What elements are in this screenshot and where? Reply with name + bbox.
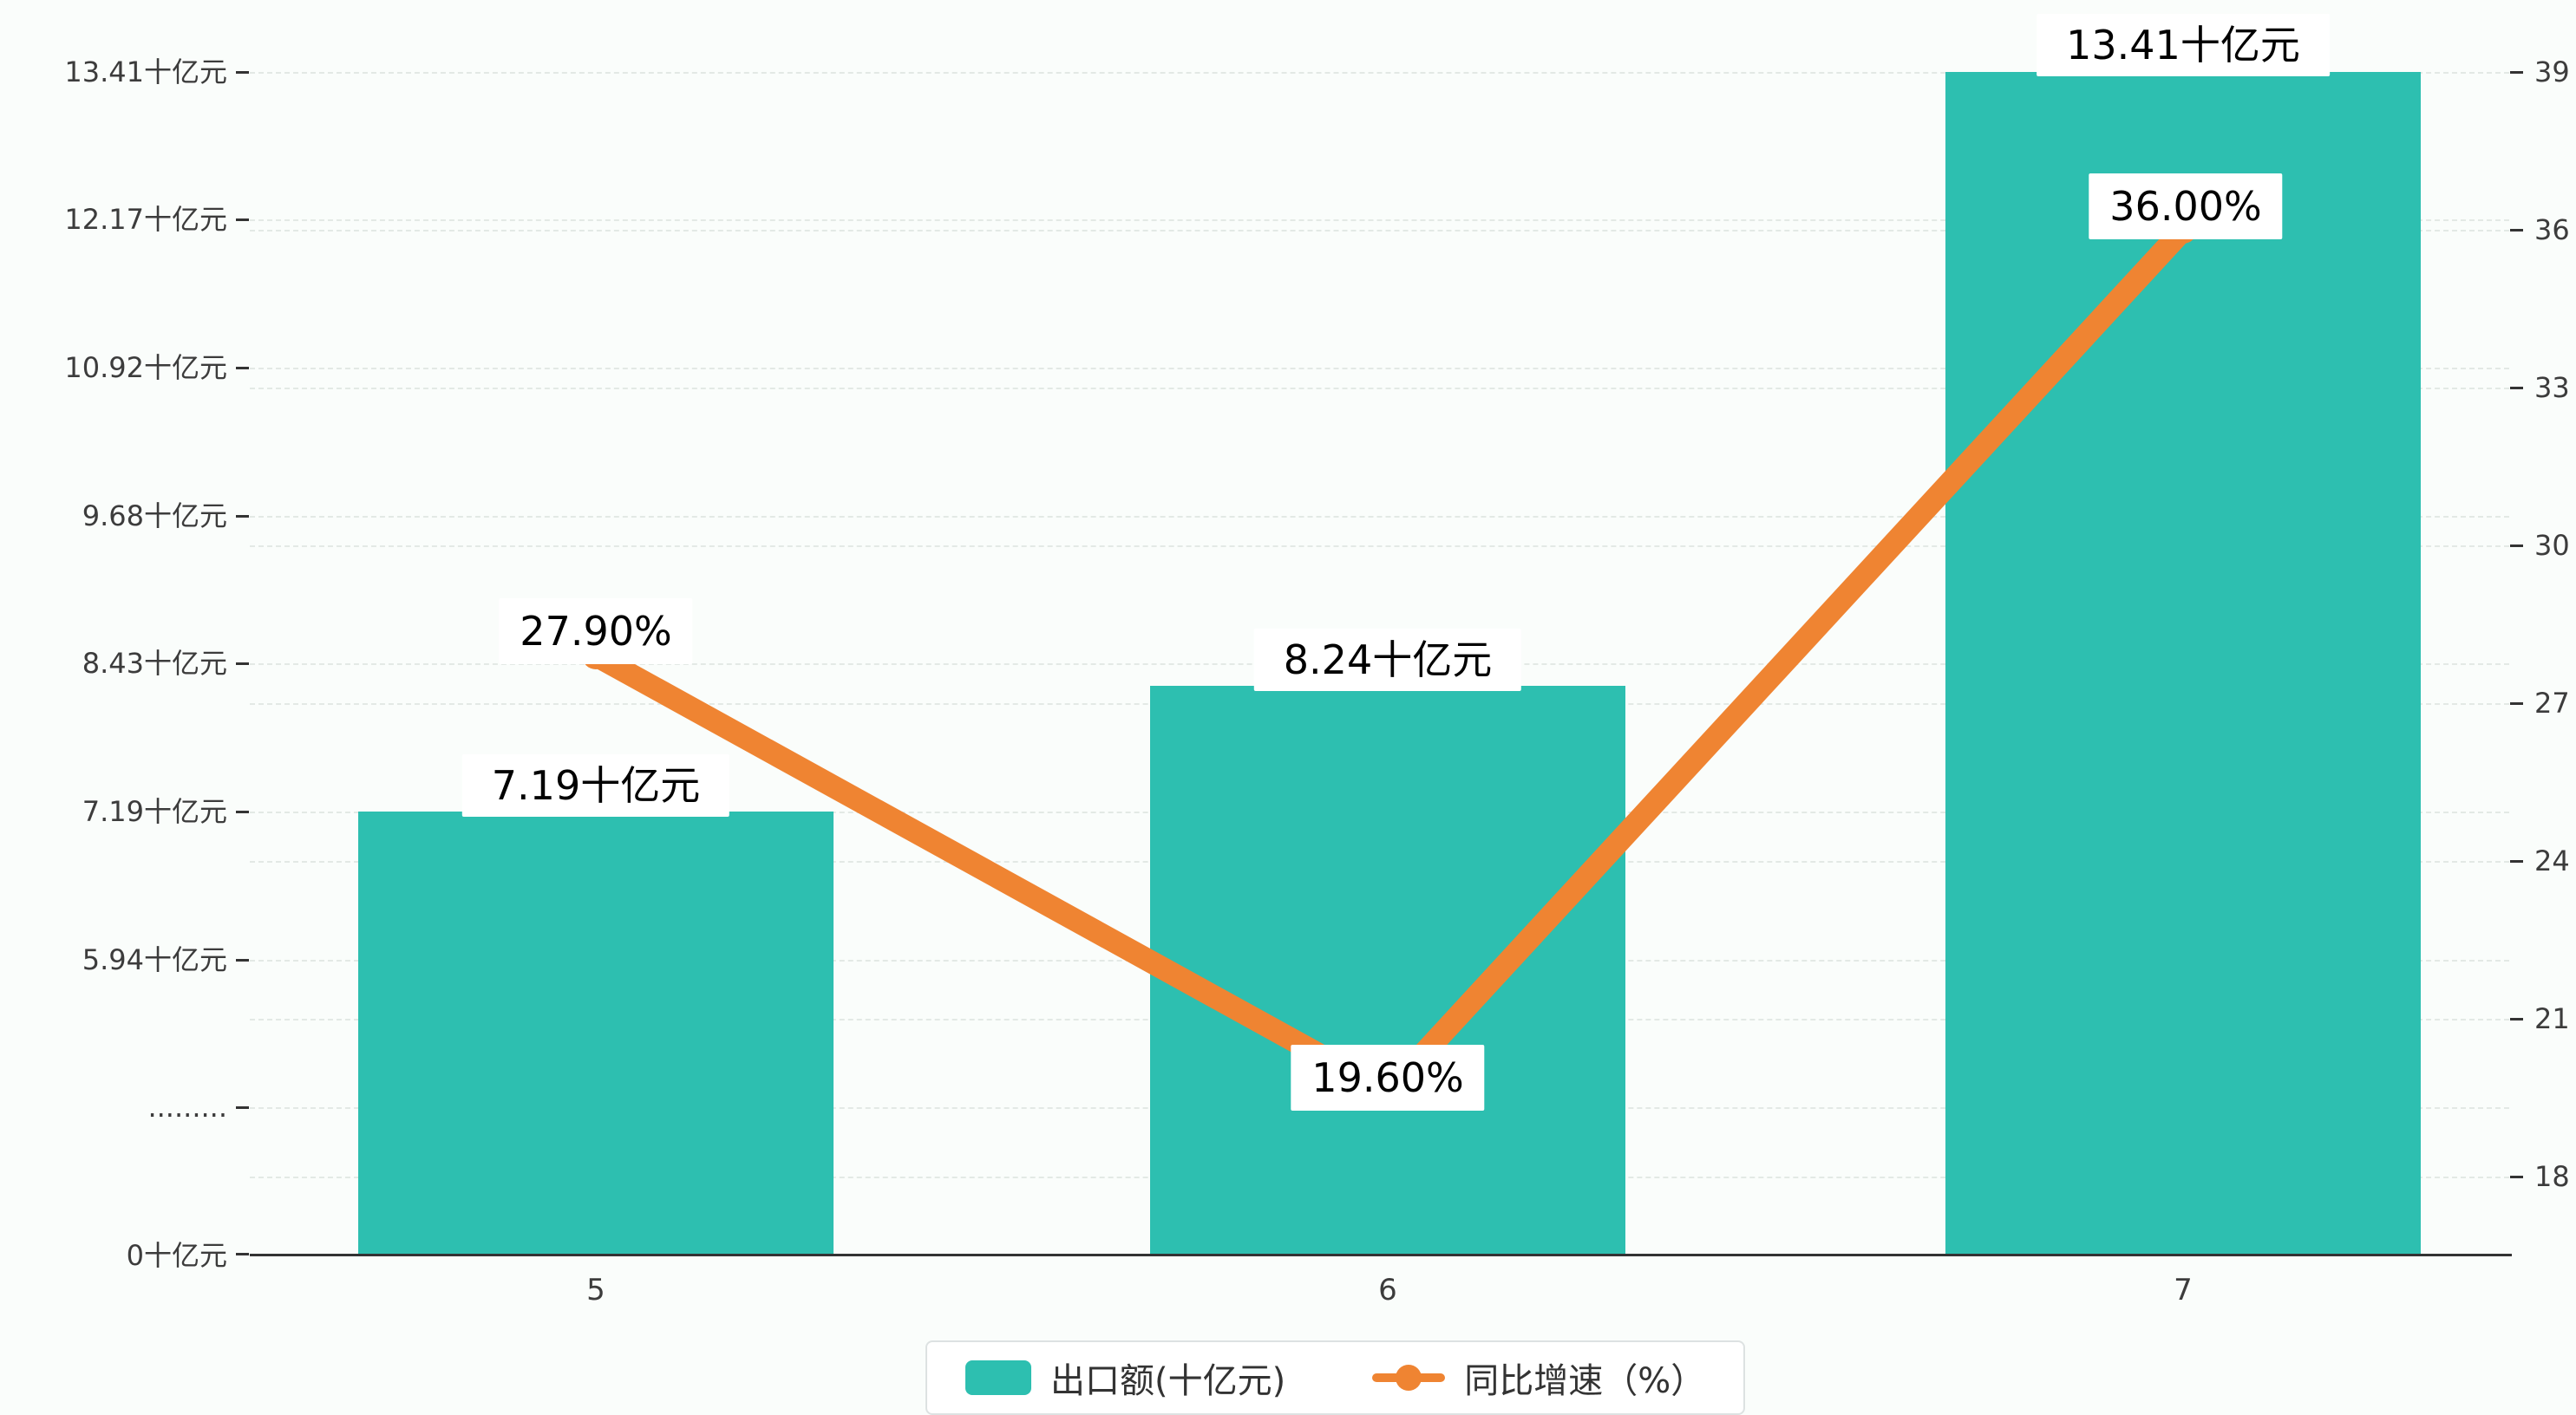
left-axis-tick-label: ......... [147,1091,227,1124]
bar-month-7 [1945,72,2421,1255]
x-axis-label: 6 [1378,1273,1397,1307]
bar-month-6 [1150,686,1625,1255]
bar-value-label: 7.19十亿元 [461,754,730,817]
legend-item-label: 出口额(十亿元) [1050,1361,1286,1401]
left-axis-tick-mark [236,1106,249,1109]
left-axis-tick-mark [236,515,249,518]
left-axis-tick-label: 0十亿元 [126,1239,227,1272]
legend-item-label: 同比增速（%） [1464,1361,1706,1401]
left-axis-tick-label: 7.19十亿元 [82,795,227,828]
right-axis-tick-label: 30 [2534,529,2570,562]
left-axis-tick-label: 8.43十亿元 [82,647,227,680]
line-value-label: 27.90% [499,598,693,664]
right-axis-tick-label: 18 [2534,1160,2570,1193]
gridline [250,545,2509,547]
legend: 出口额(十亿元) 同比增速（%） [925,1340,1746,1415]
right-axis-tick-mark [2510,1018,2523,1020]
right-axis-tick-label: 33 [2534,371,2570,404]
x-axis-label: 7 [2174,1273,2193,1307]
right-axis-tick-mark [2510,71,2523,74]
gridline [250,230,2509,231]
gridline [250,219,2509,221]
legend-item-export[interactable]: 出口额(十亿元) [965,1353,1285,1403]
left-axis-tick-mark [236,811,249,813]
line-value-label: 36.00% [2089,173,2283,239]
right-axis-tick-mark [2510,229,2523,231]
right-axis-tick-label: 36 [2534,213,2570,246]
gridline [250,72,2509,74]
line-value-label: 19.60% [1291,1045,1485,1111]
left-axis-tick-label: 12.17十亿元 [64,203,227,236]
left-axis-tick-mark [236,662,249,665]
right-axis-tick-mark [2510,544,2523,547]
right-axis-tick-mark [2510,702,2523,705]
right-axis-tick-mark [2510,860,2523,863]
bar-month-5 [358,812,834,1255]
line-series-swatch-icon [1372,1360,1446,1395]
left-axis-tick-mark [236,1253,249,1255]
left-axis-tick-label: 9.68十亿元 [82,499,227,532]
left-axis-tick-label: 13.41十亿元 [64,55,227,88]
bar-value-label: 8.24十亿元 [1253,629,1522,691]
right-axis-tick-mark [2510,387,2523,389]
x-axis-label: 5 [586,1273,605,1307]
left-axis-tick-mark [236,959,249,962]
left-axis-tick-label: 5.94十亿元 [82,943,227,976]
right-axis-tick-label: 24 [2534,844,2570,877]
gridline [250,388,2509,389]
left-axis-tick-mark [236,218,249,221]
bar-value-label: 13.41十亿元 [2037,14,2330,76]
bar-series-swatch-icon [965,1360,1031,1395]
gridline [250,516,2509,518]
left-axis-tick-label: 10.92十亿元 [64,351,227,384]
legend-item-growth[interactable]: 同比增速（%） [1372,1353,1705,1403]
gridline [250,368,2509,369]
left-axis-tick-mark [236,71,249,74]
right-axis-tick-label: 39 [2534,55,2570,88]
x-axis-line [250,1254,2512,1256]
right-axis-tick-label: 21 [2534,1002,2570,1035]
left-axis-tick-mark [236,367,249,369]
right-axis-tick-mark [2510,1176,2523,1178]
right-axis-tick-label: 27 [2534,687,2570,720]
